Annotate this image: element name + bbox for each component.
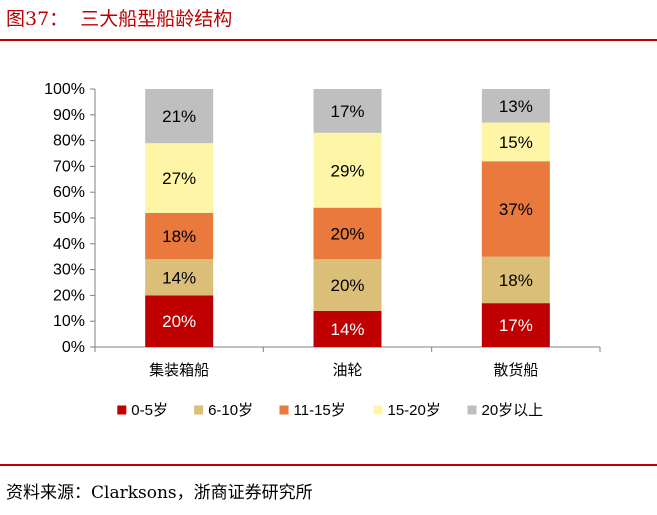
legend-swatch [117, 405, 127, 415]
figure-title: 图37： 三大船型船龄结构 [6, 8, 233, 30]
y-tick-label: 10% [53, 313, 85, 330]
data-label: 27% [162, 169, 196, 188]
data-label: 17% [499, 316, 533, 335]
data-label: 15% [499, 133, 533, 152]
y-tick-label: 80% [53, 133, 85, 150]
data-label: 17% [330, 102, 364, 121]
bar-segment [313, 132, 382, 208]
data-label: 29% [330, 161, 364, 180]
bar-segment [145, 143, 214, 213]
legend-label: 15-20岁 [388, 402, 441, 419]
y-tick-label: 40% [53, 236, 85, 253]
data-label: 14% [330, 320, 364, 339]
data-label: 18% [162, 227, 196, 246]
data-label: 13% [499, 97, 533, 116]
legend-swatch [373, 405, 383, 415]
x-category-label: 集装箱船 [149, 361, 209, 379]
data-label: 14% [162, 268, 196, 287]
y-axis: 0% 10% 20% 30% 40% 50% 60% 70% 80% 90% 100% [44, 81, 96, 356]
bar-segment [313, 310, 382, 347]
legend-swatch [194, 405, 204, 415]
bar-segment [481, 161, 550, 257]
title-divider [0, 39, 657, 41]
y-tick-label: 90% [53, 107, 85, 124]
source-divider [0, 464, 657, 466]
bar-segment [313, 89, 382, 133]
source-note: 资料来源：Clarksons，浙商证券研究所 [6, 483, 313, 503]
legend-label: 11-15岁 [294, 402, 346, 419]
bars: 20% 14% 18% 27% 21% 14% 20% 20% 29% 17% 17% 18% 37% 1… [145, 89, 550, 347]
x-category-label: 散货船 [493, 361, 538, 379]
stacked-bar-chart: 0% 10% 20% 30% 40% 50% 60% 70% 80% 90% 100% 集装箱船 油轮… [44, 81, 601, 419]
y-tick-label: 50% [53, 210, 85, 227]
bar-segment [313, 207, 382, 260]
y-tick-label: 20% [53, 287, 85, 304]
y-tick-label: 70% [53, 158, 85, 175]
x-category-label: 油轮 [332, 361, 362, 379]
x-axis: 集装箱船 油轮 散货船 [94, 346, 601, 379]
data-label: 21% [162, 107, 196, 126]
data-label: 20% [330, 276, 364, 295]
legend-label: 20岁以上 [482, 402, 544, 419]
data-label: 37% [499, 200, 533, 219]
data-label: 20% [330, 224, 364, 243]
y-tick-label: 0% [62, 339, 85, 356]
bar-segment [481, 303, 550, 347]
data-label: 18% [499, 271, 533, 290]
bar-segment [481, 256, 550, 304]
bar-segment [145, 89, 214, 144]
legend: 0-5岁 6-10岁 11-15岁 15-20岁 20岁以上 [117, 402, 543, 419]
legend-swatch [279, 405, 289, 415]
bar-segment [481, 89, 550, 123]
bar-segment [145, 259, 214, 296]
bar-segment [313, 259, 382, 311]
y-tick-label: 100% [44, 81, 85, 98]
bar-segment [145, 212, 214, 260]
y-tick-label: 60% [53, 184, 85, 201]
bar-segment [145, 295, 214, 347]
y-tick-label: 30% [53, 262, 85, 279]
legend-swatch [467, 405, 477, 415]
legend-label: 6-10岁 [208, 402, 253, 419]
legend-label: 0-5岁 [131, 402, 168, 419]
bar-segment [481, 122, 550, 162]
data-label: 20% [162, 312, 196, 331]
